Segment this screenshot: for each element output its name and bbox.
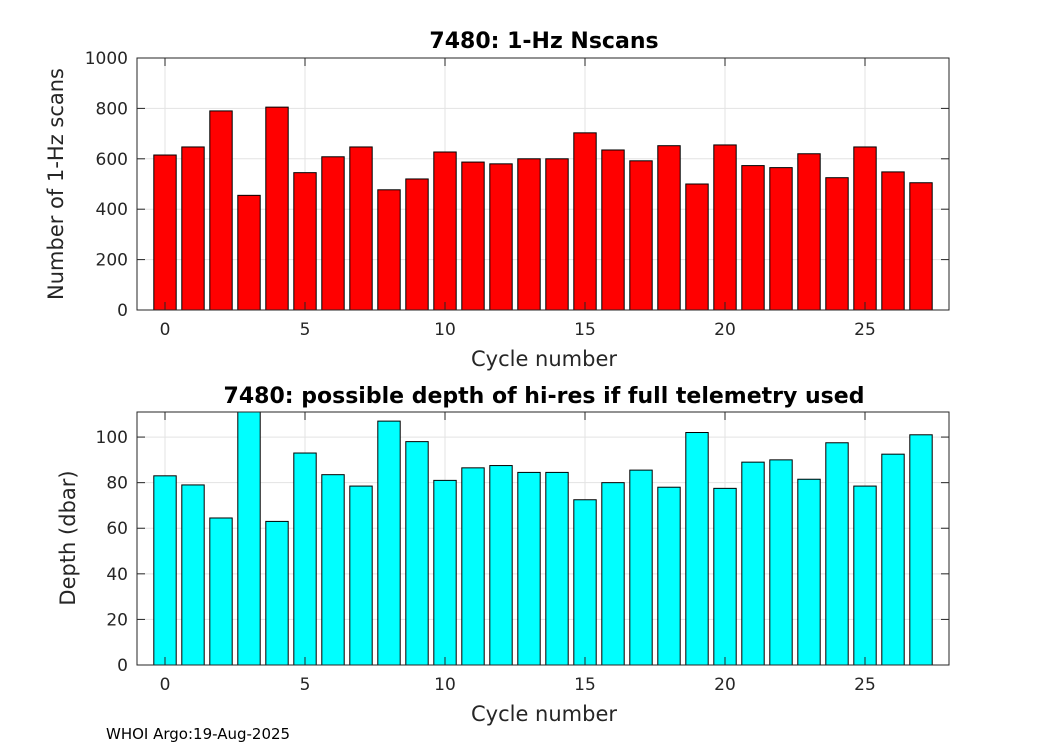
bar-cycle-1 [181,484,205,666]
bar-cycle-26 [881,171,905,311]
bar-cycle-11 [461,161,485,311]
bar-cycle-13 [517,158,541,311]
bar-cycle-13 [517,471,541,666]
bar-cycle-12 [489,465,513,666]
footer-credit: WHOI Argo:19-Aug-2025 [106,725,291,743]
bar-cycle-9 [405,178,429,311]
bar-cycle-15 [573,499,597,666]
y-tick-label: 100 [96,428,128,448]
bar-cycle-5 [293,452,317,666]
bar-cycle-27 [909,182,933,311]
bar-cycle-22 [769,459,793,666]
bar-cycle-4 [265,520,289,666]
y-tick-label: 20 [106,610,128,630]
x-tick-label: 20 [714,675,736,695]
bar-cycle-14 [545,158,569,311]
bar-cycle-11 [461,467,485,666]
bar-cycle-17 [629,160,653,311]
bar-cycle-7 [349,146,373,311]
y-tick-label: 200 [96,251,128,271]
bar-cycle-10 [433,151,457,311]
bar-cycle-8 [377,420,401,666]
x-tick-label: 25 [854,320,876,340]
y-tick-label: 0 [117,656,128,676]
bar-cycle-23 [797,478,821,666]
bar-cycle-25 [853,485,877,666]
bar-cycle-17 [629,469,653,666]
x-tick-label: 5 [300,675,311,695]
x-tick-label: 10 [434,675,456,695]
bar-cycle-15 [573,132,597,311]
bar-cycle-3 [237,194,261,311]
y-axis-label: Depth (dbar) [56,470,80,605]
bar-cycle-6 [321,474,345,666]
bar-cycle-23 [797,153,821,311]
bar-cycle-3 [237,411,261,666]
x-tick-label: 10 [434,320,456,340]
bar-cycle-20 [713,487,737,666]
bar-cycle-14 [545,471,569,666]
y-tick-label: 600 [96,150,128,170]
x-tick-label: 20 [714,320,736,340]
y-tick-label: 800 [96,99,128,119]
chart-title: 7480: 1-Hz Nscans [429,29,658,54]
bar-cycle-0 [153,475,177,666]
bar-cycle-25 [853,146,877,311]
y-tick-label: 80 [106,474,128,494]
bar-cycle-27 [909,434,933,666]
bar-cycle-20 [713,144,737,311]
bar-cycle-12 [489,163,513,311]
y-tick-label: 1000 [85,49,128,69]
bar-cycle-19 [685,183,709,311]
bar-cycle-7 [349,485,373,666]
axes-box [136,411,950,666]
bar-cycle-2 [209,110,233,311]
bar-cycle-16 [601,149,625,311]
chart-title: 7480: possible depth of hi-res if full t… [224,384,865,409]
bar-cycle-1 [181,146,205,311]
bar-cycle-8 [377,189,401,311]
y-tick-label: 60 [106,519,128,539]
bar-cycle-22 [769,167,793,311]
bar-cycle-24 [825,442,849,666]
bar-cycle-9 [405,441,429,666]
axes-box [136,57,950,311]
bar-cycle-16 [601,482,625,666]
x-tick-label: 0 [160,675,171,695]
bar-cycle-19 [685,432,709,666]
bar-cycle-18 [657,145,681,311]
y-tick-label: 0 [117,301,128,321]
bar-cycle-24 [825,177,849,311]
bar-cycle-21 [741,165,765,311]
bar-cycle-10 [433,479,457,666]
x-tick-label: 15 [574,675,596,695]
x-tick-label: 5 [300,320,311,340]
y-tick-label: 40 [106,565,128,585]
y-tick-label: 400 [96,200,128,220]
x-tick-label: 15 [574,320,596,340]
bar-cycle-18 [657,486,681,666]
x-axis-label: Cycle number [471,702,617,726]
x-tick-label: 25 [854,675,876,695]
x-axis-label: Cycle number [471,347,617,371]
bar-cycle-4 [265,106,289,311]
bar-cycle-26 [881,453,905,666]
bar-cycle-5 [293,172,317,311]
chart-nscans: 7480: 1-Hz Nscans 0 5 10 15 20 25 0 200 400 600 80… [44,29,950,371]
chart-depth: 7480: possible depth of hi-res if full t… [56,384,950,726]
bar-cycle-2 [209,517,233,666]
bar-cycle-21 [741,461,765,666]
x-tick-label: 0 [160,320,171,340]
y-axis-label: Number of 1-Hz scans [44,68,68,300]
bar-cycle-0 [153,154,177,311]
bar-cycle-6 [321,156,345,311]
